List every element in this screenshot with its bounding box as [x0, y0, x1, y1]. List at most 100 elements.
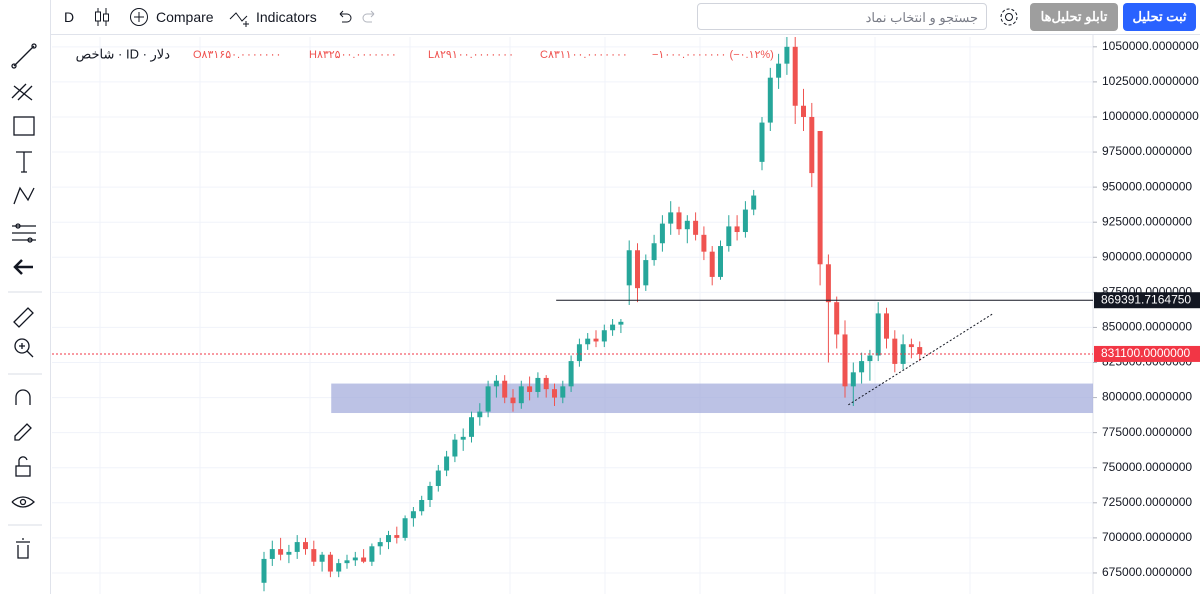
y-tick-label: 900000.0000000 — [1102, 249, 1192, 263]
candle-body — [908, 344, 914, 348]
settings[interactable] — [998, 6, 1020, 28]
tool-icons[interactable] — [0, 0, 50, 594]
candle-body — [709, 251, 715, 277]
top-toolbar: D Compare Indicators جستجو و انتخاب نماد… — [0, 0, 1200, 35]
candle-body — [311, 549, 317, 562]
ohlc-low: L۸۲۹۱۰۰.۰۰۰۰۰۰۰ — [428, 49, 514, 61]
y-tick-label: 775000.0000000 — [1102, 425, 1192, 439]
candle-body — [892, 338, 898, 364]
candles-icon[interactable] — [93, 7, 111, 27]
candle-body — [452, 439, 458, 457]
candle-body — [676, 212, 682, 230]
candle-body — [643, 260, 649, 286]
candle-body — [352, 557, 358, 561]
y-tick-label: 750000.0000000 — [1102, 460, 1192, 474]
candle-body — [361, 557, 367, 562]
candle-body — [726, 226, 732, 247]
candle-body — [485, 386, 491, 412]
compare-icon[interactable] — [129, 7, 149, 27]
candle-body — [842, 334, 848, 387]
price-label-box — [1094, 292, 1200, 309]
candle-body — [776, 63, 782, 78]
candle-body — [568, 361, 574, 387]
zone — [331, 383, 1094, 414]
y-tick-label: 925000.0000000 — [1102, 214, 1192, 228]
price-label: 831100.0000000 — [1101, 346, 1191, 360]
candle-body — [327, 554, 333, 572]
candle-body — [344, 560, 350, 564]
candle-body — [618, 321, 624, 325]
candle-body — [718, 246, 723, 277]
candle-body — [884, 313, 889, 339]
candle-body — [659, 223, 665, 244]
candle-body — [336, 563, 342, 572]
y-tick-label: 725000.0000000 — [1102, 495, 1192, 509]
candle-body — [576, 344, 582, 362]
trendline — [848, 313, 994, 406]
candle-body — [759, 122, 765, 162]
candle-body — [394, 535, 400, 538]
candle-body — [693, 220, 699, 235]
candle-body — [419, 499, 425, 512]
candle-body — [294, 542, 300, 552]
y-tick-label: 950000.0000000 — [1102, 179, 1192, 193]
candle-body — [402, 518, 408, 538]
indicators-button[interactable]: Indicators — [256, 9, 317, 25]
candle-body — [303, 542, 308, 550]
candle-body — [444, 456, 450, 471]
y-tick-label: 850000.0000000 — [1102, 320, 1192, 334]
ohlc-open: O۸۳۱۶۵۰.۰۰۰۰۰۰۰ — [193, 49, 281, 61]
candle-body — [460, 436, 466, 440]
board-button[interactable]: تابلو تحلیل‌ها — [1030, 3, 1118, 31]
candle-body — [817, 131, 823, 265]
candle-body — [269, 549, 275, 559]
y-tick-label: 975000.0000000 — [1102, 144, 1192, 158]
candle-body — [850, 372, 856, 387]
candle-body — [601, 330, 607, 342]
candle-body — [701, 234, 707, 252]
interval[interactable]: D — [64, 9, 75, 25]
candle-body — [917, 347, 923, 354]
candle-body — [809, 116, 815, 174]
candle-body — [767, 77, 773, 123]
candle-body — [510, 397, 516, 404]
candle-body — [875, 313, 881, 356]
candle-body — [635, 250, 640, 289]
undo[interactable] — [336, 9, 352, 25]
redo[interactable] — [362, 9, 378, 25]
candle-body — [427, 485, 433, 500]
search-input[interactable]: جستجو و انتخاب نماد — [697, 3, 987, 30]
candle-body — [518, 386, 524, 404]
candle-body — [742, 209, 748, 233]
candle-body — [668, 212, 674, 224]
y-tick-label: 1000000.0000000 — [1102, 109, 1199, 123]
candle-body — [552, 389, 557, 398]
candle-body — [626, 250, 632, 286]
compare-button[interactable]: Compare — [156, 9, 214, 25]
indicators-icon[interactable] — [229, 7, 253, 27]
y-tick-label: 675000.0000000 — [1102, 565, 1192, 579]
candle-body — [278, 549, 284, 555]
candle-body — [286, 551, 292, 555]
ohlc-change: −۱۰۰۰.۰۰۰۰۰۰۰ (−۰.۱۲%) — [652, 49, 774, 61]
candle-body — [792, 46, 798, 106]
symbol: شاخص · ID · دلار — [76, 46, 171, 62]
y-tick-label: 1025000.0000000 — [1102, 74, 1199, 88]
candle-body — [867, 355, 873, 362]
candle-body — [261, 558, 267, 583]
candle-body — [834, 302, 840, 335]
candle-body — [527, 386, 533, 392]
vertical-grid — [99, 37, 971, 594]
candle-body — [825, 264, 831, 303]
candle-body — [369, 546, 375, 562]
save-button[interactable]: ثبت تحلیل — [1123, 3, 1196, 31]
candle-body — [502, 380, 508, 398]
candle-body — [319, 554, 325, 562]
ohlc-high: H۸۳۲۵۰۰.۰۰۰۰۰۰۰ — [309, 49, 397, 61]
candle-body — [585, 338, 591, 345]
candle-body — [751, 195, 757, 210]
y-tick-label: 1050000.0000000 — [1102, 39, 1199, 53]
candle-body — [859, 361, 865, 373]
price-label-box — [1094, 345, 1200, 362]
